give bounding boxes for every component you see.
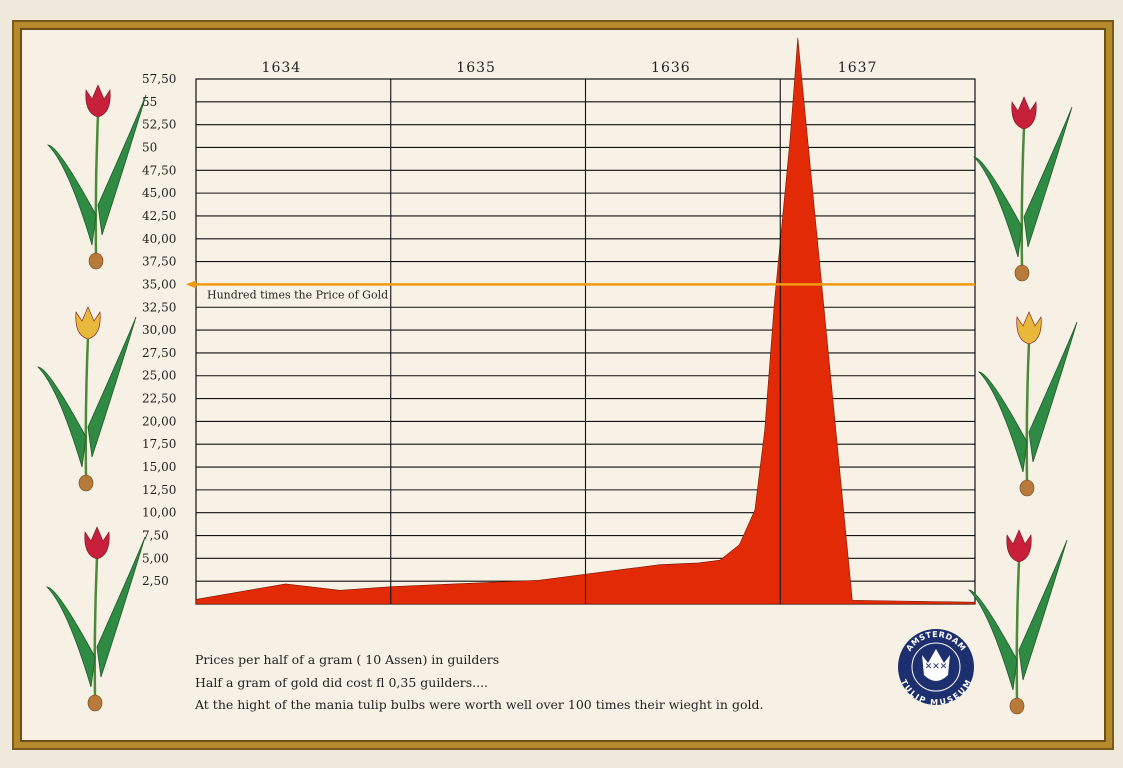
tulip-icon <box>973 96 1073 282</box>
tulip-icon <box>968 529 1068 715</box>
y-tick-label: 10,00 <box>142 506 176 520</box>
year-label: 1637 <box>838 60 878 76</box>
museum-logo: ✕✕✕ AMSTERDAM TULIP MUSEUM <box>898 629 974 707</box>
y-tick-label: 17,50 <box>142 437 176 451</box>
y-tick-label: 20,00 <box>142 414 176 428</box>
y-tick-label: 37,50 <box>142 255 176 269</box>
y-tick-label: 40,00 <box>142 232 176 246</box>
y-tick-label: 55 <box>142 95 157 109</box>
year-dividers <box>390 79 781 604</box>
y-tick-label: 25,00 <box>142 369 176 383</box>
y-tick-label: 30,00 <box>142 323 176 337</box>
y-tick-label: 27,50 <box>142 346 176 360</box>
y-axis-labels: 2,50 5,00 7,50 10,00 12,50 15,00 17,50 20,00 22,… <box>142 72 176 588</box>
y-tick-label: 52,50 <box>142 118 176 132</box>
year-label: 1634 <box>262 60 302 76</box>
year-label: 1635 <box>456 60 496 76</box>
gold-reference-line: Hundred times the Price of Gold <box>186 280 975 301</box>
tulip-icon <box>37 306 137 492</box>
y-tick-label: 42,50 <box>142 209 176 223</box>
y-tick-label: 7,50 <box>142 529 169 543</box>
year-labels: 1634 1635 1636 1637 <box>262 60 878 76</box>
caption-line-3: At the hight of the mania tulip bulbs we… <box>195 697 764 712</box>
y-tick-label: 50 <box>142 140 157 154</box>
tulip-illustrations <box>37 84 1078 715</box>
y-tick-label: 15,00 <box>142 460 176 474</box>
caption-line-1: Prices per half of a gram ( 10 Assen) in… <box>195 652 500 667</box>
tulip-icon <box>47 84 147 270</box>
xxx-icon: ✕✕✕ <box>925 662 948 672</box>
year-label: 1636 <box>651 60 691 76</box>
reference-line-label: Hundred times the Price of Gold <box>207 288 388 301</box>
y-tick-label: 2,50 <box>142 574 169 588</box>
y-tick-label: 12,50 <box>142 483 176 497</box>
tulip-icon <box>978 311 1078 497</box>
y-tick-label: 5,00 <box>142 551 169 565</box>
y-tick-label: 45,00 <box>142 186 176 200</box>
y-tick-label: 32,50 <box>142 300 176 314</box>
tulip-icon <box>46 526 146 712</box>
tulip-icon <box>922 649 950 681</box>
y-tick-label: 47,50 <box>142 163 176 177</box>
y-tick-label: 35,00 <box>142 277 176 291</box>
y-tick-label: 57,50 <box>142 72 176 86</box>
arrow-left-icon <box>186 280 196 289</box>
logo-inner-ring <box>911 642 961 692</box>
y-tick-label: 22,50 <box>142 392 176 406</box>
caption-line-2: Half a gram of gold did cost fl 0,35 gui… <box>195 675 489 690</box>
